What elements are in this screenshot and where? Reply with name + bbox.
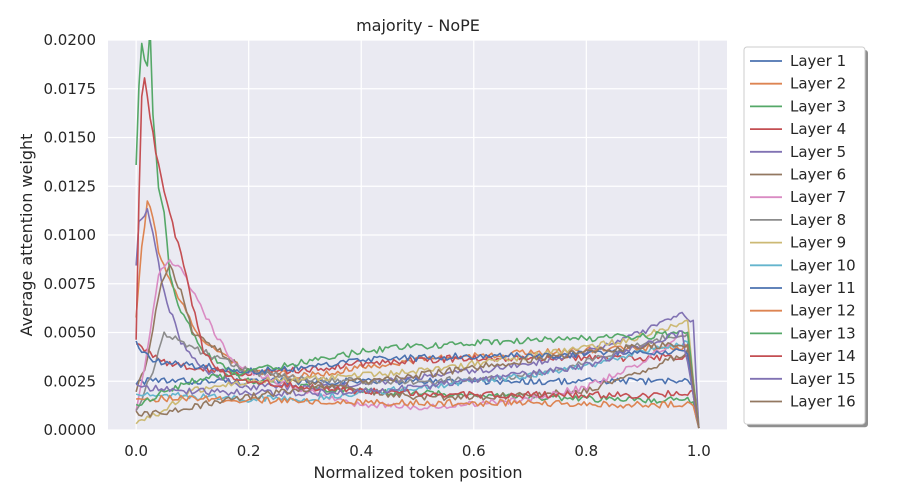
legend-label: Layer 11 xyxy=(790,279,856,297)
x-tick-label: 0.2 xyxy=(237,442,261,460)
y-tick-label: 0.0200 xyxy=(44,31,97,49)
y-tick-label: 0.0075 xyxy=(44,275,97,293)
legend-label: Layer 12 xyxy=(790,302,856,320)
x-tick-labels: 0.0 0.2 0.4 0.6 0.8 1.0 xyxy=(124,442,711,460)
grid-lines xyxy=(108,39,727,431)
x-tick-label: 0.8 xyxy=(574,442,598,460)
series-line-14 xyxy=(135,77,700,429)
series-line-15 xyxy=(135,330,700,429)
y-tick-label: 0.0175 xyxy=(44,80,97,98)
legend-box xyxy=(743,46,866,425)
series-line-9 xyxy=(135,319,700,429)
x-tick-label: 0.4 xyxy=(349,442,373,460)
legend-label: Layer 8 xyxy=(790,211,846,229)
series-line-11 xyxy=(135,340,700,429)
legend-label: Layer 4 xyxy=(790,120,846,138)
y-tick-labels: 0.0000 0.0025 0.0050 0.0075 0.0100 0.0125 0.01… xyxy=(44,31,97,439)
y-tick-label: 0.0125 xyxy=(44,177,97,195)
x-tick-label: 0.6 xyxy=(462,442,486,460)
legend-label: Layer 2 xyxy=(790,75,846,93)
legend-label: Layer 5 xyxy=(790,143,846,161)
series-line-7 xyxy=(135,258,700,429)
x-tick-label: 1.0 xyxy=(687,442,711,460)
series-line-16 xyxy=(135,341,700,429)
series-lines xyxy=(135,40,700,429)
legend-label: Layer 10 xyxy=(790,256,856,274)
legend: Layer 1 Layer 2 Layer 3 Layer 4 Layer 5 Layer… xyxy=(743,46,868,428)
series-line-12 xyxy=(136,394,700,429)
y-tick-label: 0.0025 xyxy=(44,372,97,390)
series-line-6 xyxy=(135,263,700,429)
series-line-5 xyxy=(135,207,700,429)
y-tick-label: 0.0000 xyxy=(44,421,97,439)
y-tick-label: 0.0100 xyxy=(44,226,97,244)
legend-label: Layer 13 xyxy=(790,324,856,342)
legend-label: Layer 3 xyxy=(790,97,846,115)
legend-label: Layer 6 xyxy=(790,166,846,184)
x-axis-label: Normalized token position xyxy=(313,463,522,482)
y-tick-label: 0.0050 xyxy=(44,324,97,342)
y-axis-label: Average attention weight xyxy=(17,134,36,337)
legend-label: Layer 9 xyxy=(790,234,846,252)
y-tick-label: 0.0150 xyxy=(44,129,97,147)
legend-label: Layer 7 xyxy=(790,188,846,206)
legend-label: Layer 16 xyxy=(790,393,856,411)
legend-label: Layer 1 xyxy=(790,52,846,70)
x-tick-label: 0.0 xyxy=(124,442,148,460)
legend-label: Layer 15 xyxy=(790,370,856,388)
chart-title: majority - NoPE xyxy=(356,16,480,35)
series-line-8 xyxy=(135,331,700,429)
legend-label: Layer 14 xyxy=(790,347,856,365)
